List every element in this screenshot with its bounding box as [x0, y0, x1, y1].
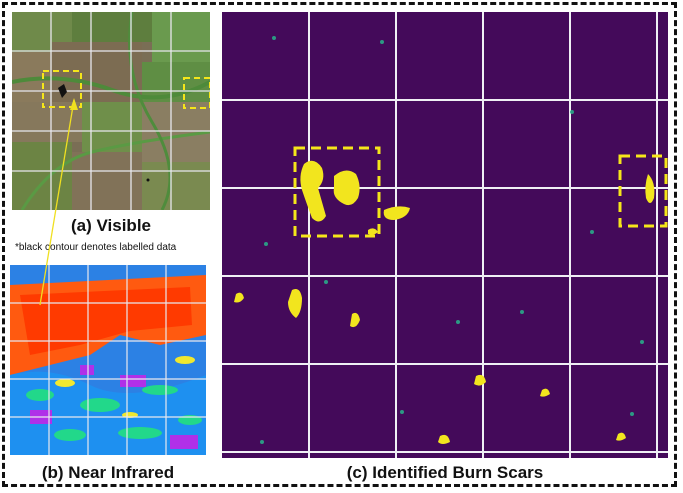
- figure-dashed-border: [2, 2, 677, 487]
- near-infrared-image: [10, 265, 206, 455]
- visible-image-panel: [12, 12, 210, 210]
- caption-near-infrared: (b) Near Infrared: [41, 463, 175, 482]
- grid-lines: [222, 12, 668, 458]
- labelled-data-note: *black contour denotes labelled data: [15, 242, 177, 253]
- burn-scar-highlight-box-left: [293, 146, 381, 238]
- labelled-burn-contour: [58, 84, 67, 98]
- near-infrared-panel: [10, 265, 206, 455]
- caption-visible: (a) Visible: [71, 216, 151, 235]
- highlight-box-left: [42, 70, 82, 108]
- visible-satellite-image: [12, 12, 210, 210]
- burn-scars-panel: [222, 12, 668, 458]
- burn-scar-highlight-box-right: [618, 154, 668, 228]
- caption-burn-scars: (c) Identified Burn Scars: [346, 463, 544, 482]
- burn-scar-map: [222, 12, 668, 458]
- highlight-box-right: [183, 77, 210, 109]
- burn-scar-regions: [234, 160, 655, 444]
